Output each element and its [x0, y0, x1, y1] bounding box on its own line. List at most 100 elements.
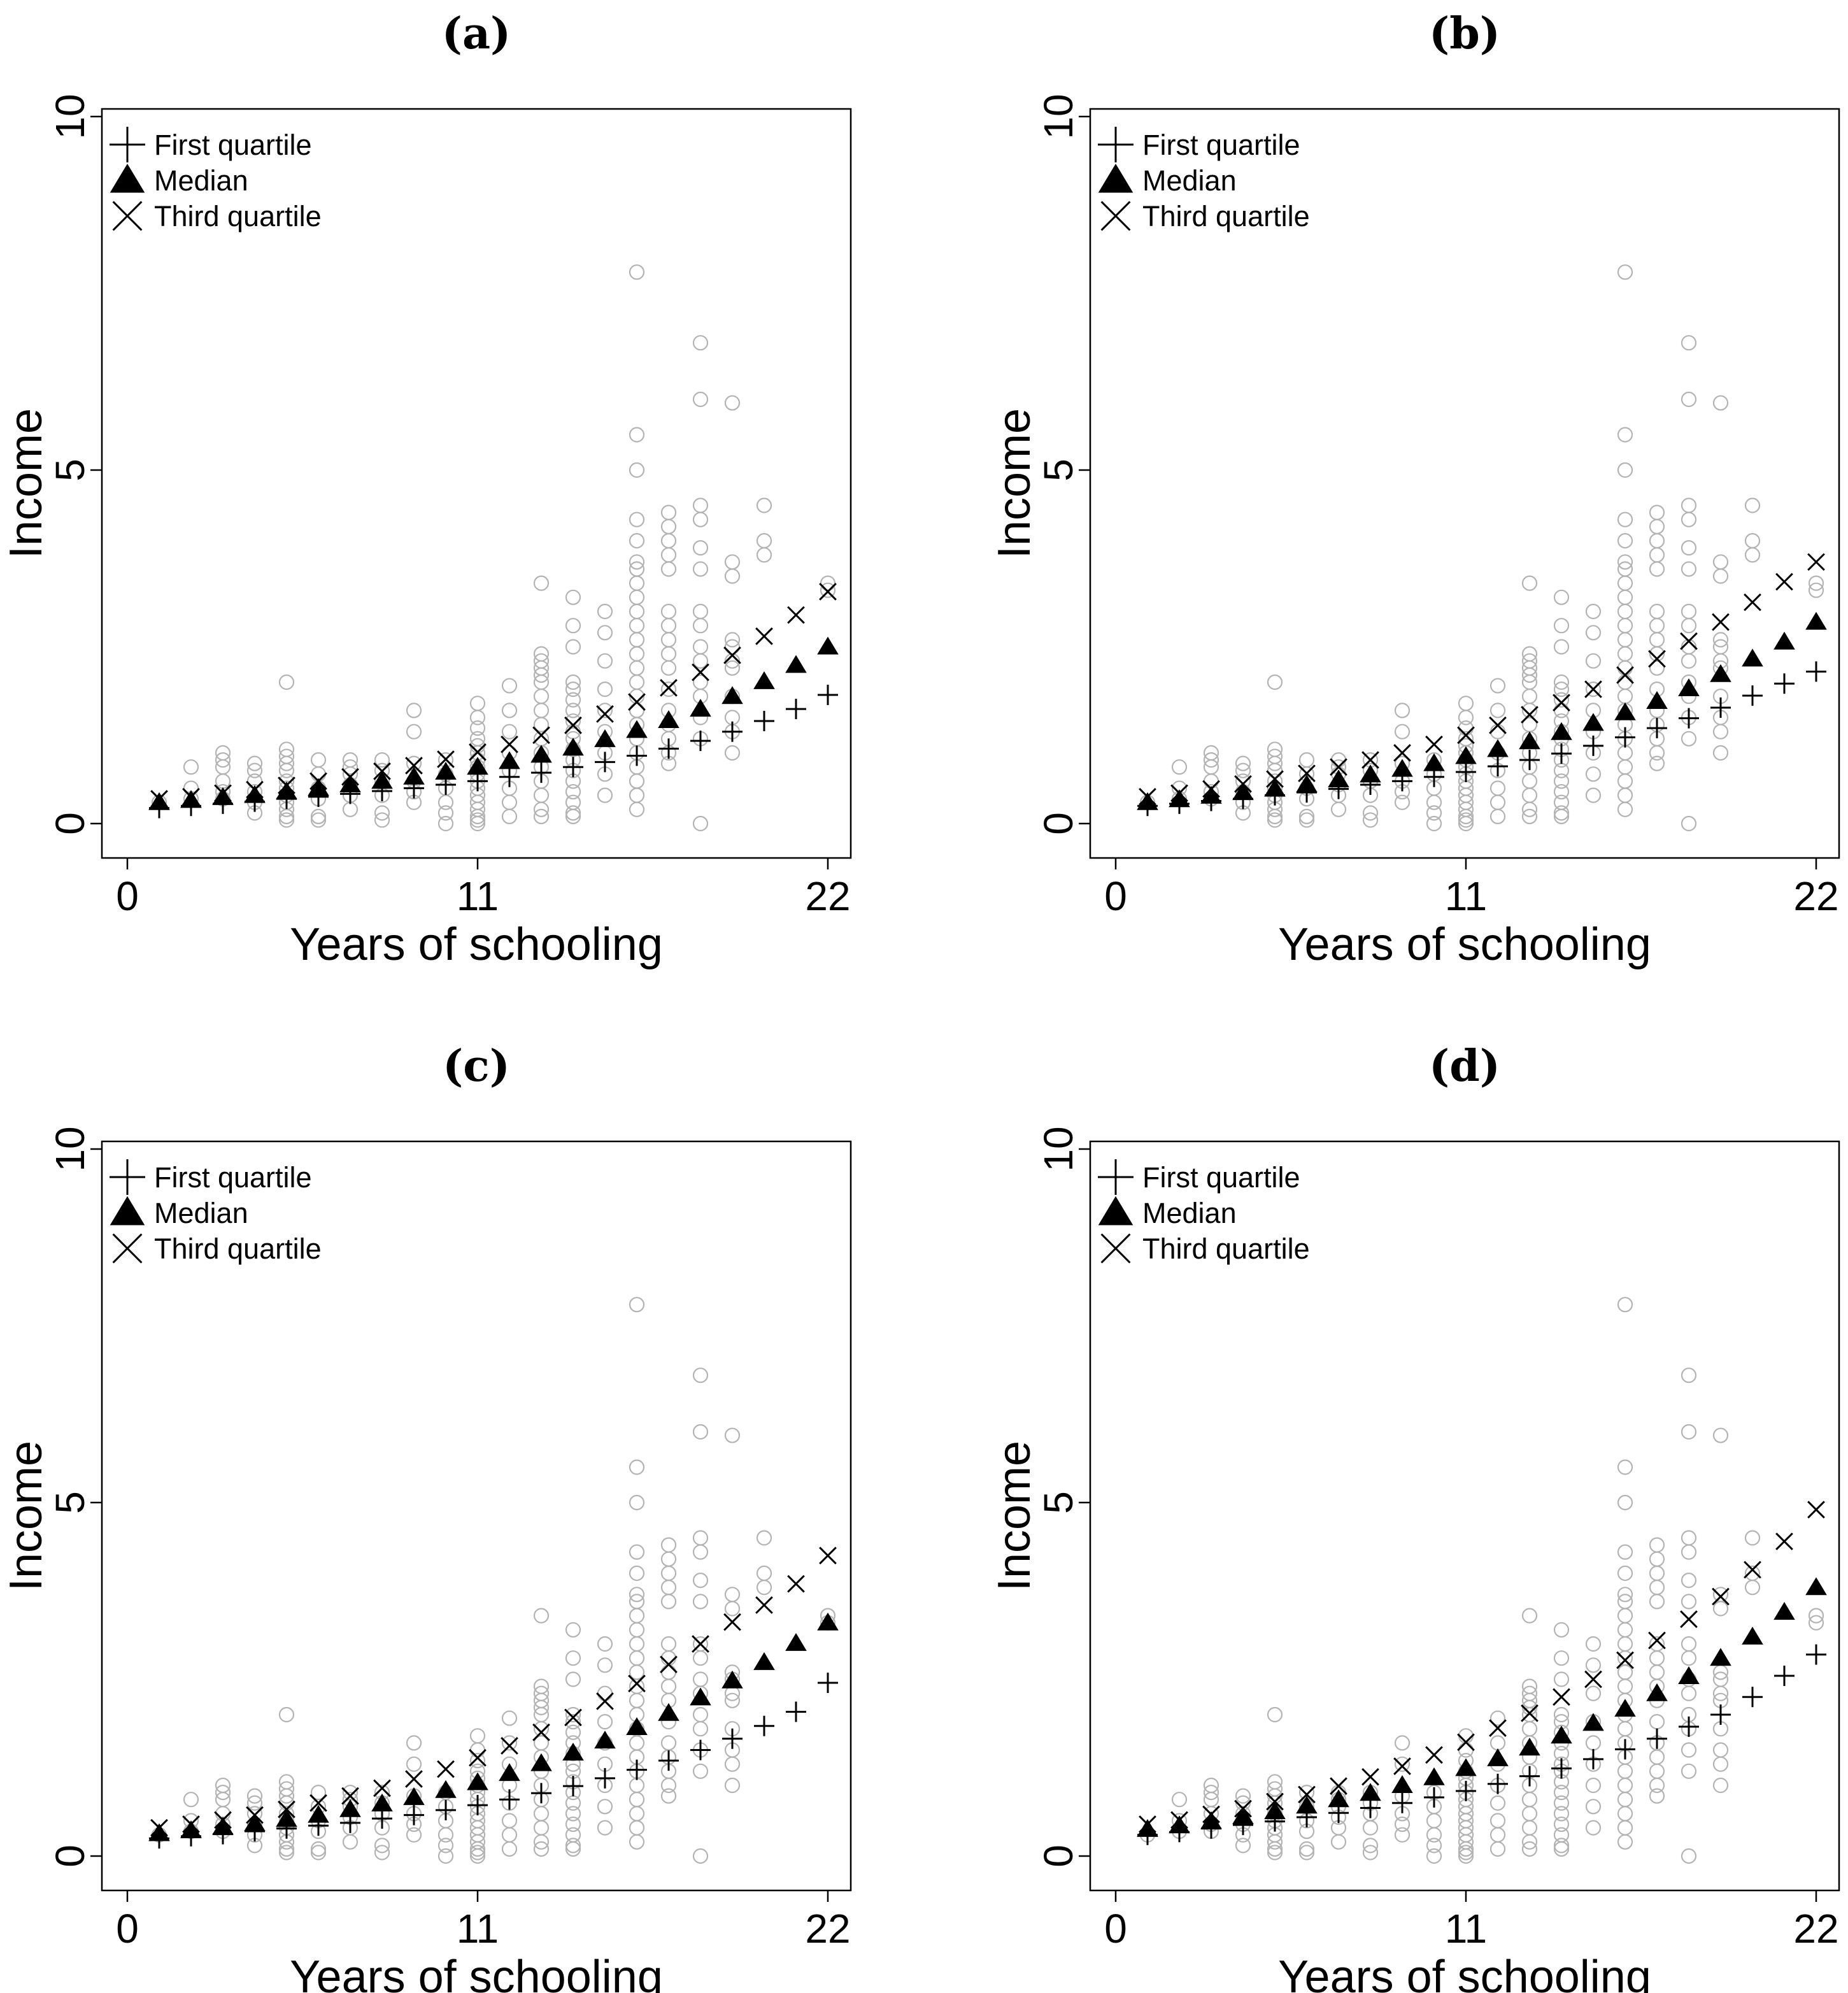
observed-point: [1617, 1820, 1633, 1836]
observed-point: [533, 575, 550, 591]
cross-marker: [596, 705, 614, 723]
observed-point: [565, 639, 581, 655]
observed-point: [1681, 1742, 1697, 1758]
plot-frame: [1089, 1140, 1840, 1892]
x-tick-label: 0: [116, 873, 139, 919]
observed-point: [310, 1841, 327, 1857]
panel-title: (d): [1429, 1041, 1500, 1092]
plus-marker: [1615, 727, 1635, 748]
observed-point: [660, 518, 677, 534]
triangle-marker: [212, 1817, 234, 1835]
observed-point: [1617, 589, 1633, 605]
observed-point: [1553, 681, 1570, 697]
cross-marker: [1457, 1733, 1475, 1752]
observed-point: [501, 808, 518, 825]
triangle-marker: [1232, 1806, 1254, 1824]
observed-point: [660, 618, 677, 634]
observed-point: [692, 335, 709, 351]
plus-marker: [1806, 1644, 1826, 1665]
observed-point: [1617, 1608, 1633, 1624]
observed-point: [1458, 710, 1474, 725]
plus-marker: [1456, 761, 1476, 782]
cross-marker: [564, 716, 582, 734]
observed-point: [1521, 1608, 1538, 1624]
triangle-marker: [1710, 1648, 1731, 1666]
observed-point: [1617, 646, 1633, 662]
observed-point: [565, 1671, 581, 1687]
observed-point: [692, 1848, 709, 1864]
observed-point: [1521, 575, 1538, 591]
observed-point: [1267, 1845, 1283, 1861]
y-tick-label: 10: [1035, 94, 1081, 139]
x-axis-label: Years of schooling: [1278, 1952, 1651, 1993]
observed-point: [724, 1692, 741, 1708]
observed-point: [692, 561, 709, 577]
observed-point: [1553, 1795, 1570, 1811]
cross-marker: [1425, 735, 1443, 754]
observed-point: [565, 1713, 581, 1730]
observed-point: [1617, 1587, 1633, 1603]
legend-label: Median: [1142, 164, 1237, 197]
observed-point: [629, 427, 645, 443]
observed-point: [629, 1777, 645, 1794]
triangle-marker: [276, 1809, 297, 1827]
triangle-marker: [1582, 713, 1604, 731]
cross-marker: [1234, 775, 1252, 793]
observed-point: [629, 660, 645, 676]
observed-point: [1298, 812, 1315, 828]
triangle-marker: [1423, 753, 1445, 771]
observed-point: [183, 1792, 199, 1808]
series-third-quartile: [1139, 553, 1825, 806]
observed-point: [1298, 808, 1315, 825]
observed-point: [1489, 808, 1506, 825]
triangle-marker: [1360, 1783, 1381, 1801]
observed-point: [565, 703, 581, 718]
legend-label: Third quartile: [154, 1232, 322, 1265]
observed-point: [1553, 1816, 1570, 1832]
observed-point: [533, 703, 550, 718]
plus-marker: [786, 1701, 806, 1722]
observed-point: [1521, 1820, 1538, 1836]
observed-point: [1617, 1297, 1633, 1313]
observed-point: [1617, 1678, 1633, 1694]
cross-marker: [532, 726, 550, 745]
observed-point: [278, 1841, 295, 1857]
observed-point: [1649, 1749, 1665, 1765]
observed-point: [660, 1636, 677, 1652]
triangle-marker: [594, 1731, 616, 1749]
observed-point: [1649, 1788, 1665, 1804]
observed-point: [724, 660, 741, 676]
cross-marker: [1521, 1704, 1539, 1722]
observed-point: [660, 681, 677, 697]
observed-point: [1426, 815, 1442, 832]
observed-point: [756, 1580, 772, 1596]
panel-b: (b) 0 5 10 0 11 22 Years of schooling Income Firs…: [989, 8, 1840, 970]
triangle-marker: [562, 738, 584, 756]
observed-point: [1649, 1664, 1665, 1680]
observed-point: [660, 646, 677, 662]
triangle-marker: [308, 1804, 329, 1823]
triangle-marker: [530, 745, 552, 763]
observed-point: [1681, 1848, 1697, 1864]
series-median: [148, 1612, 839, 1841]
triangle-marker: [180, 790, 202, 808]
plus-marker: [404, 1804, 424, 1825]
cross-marker: [1298, 764, 1316, 783]
observed-point: [1681, 511, 1697, 527]
observed-point: [629, 773, 645, 789]
observed-point: [1617, 1763, 1633, 1779]
observed-point: [1171, 1792, 1188, 1808]
legend-triangle-icon: [110, 164, 145, 193]
observed-point: [246, 1788, 263, 1804]
plus-marker: [499, 766, 520, 787]
legend-cross-icon: [1100, 201, 1131, 231]
plus-marker: [1679, 708, 1699, 729]
observed-point: [660, 561, 677, 577]
observed-point: [406, 1735, 422, 1751]
observed-point: [1681, 1763, 1697, 1779]
observed-point: [1521, 1806, 1538, 1822]
observed-point: [692, 815, 709, 832]
observed-point: [724, 632, 741, 648]
